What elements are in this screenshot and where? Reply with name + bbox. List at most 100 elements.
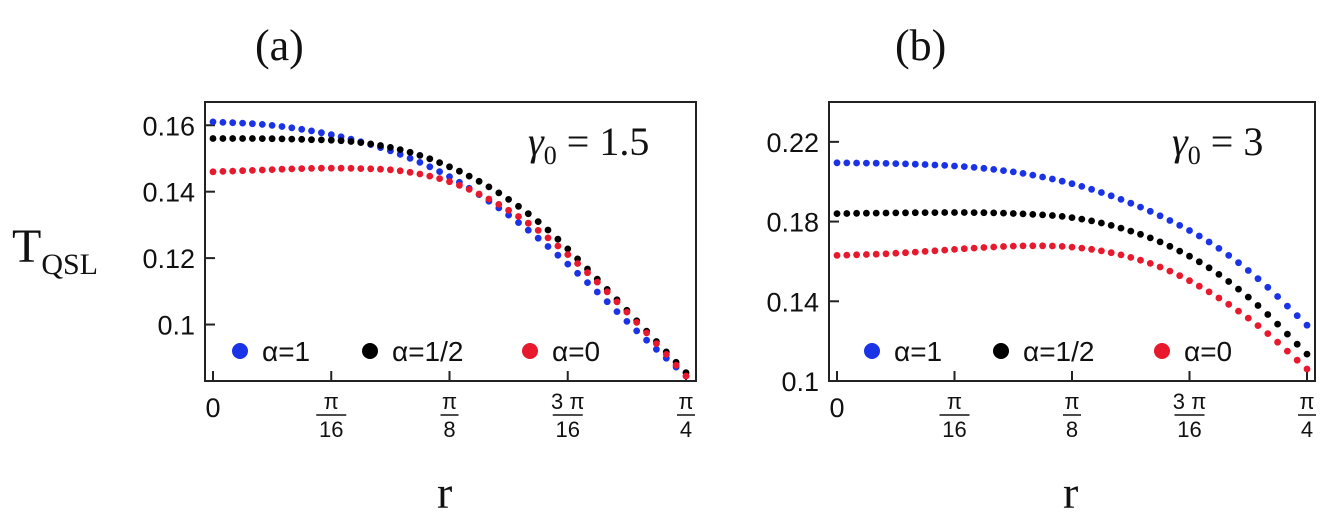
panel-a-point-series-2 xyxy=(219,168,227,175)
panel-a-point-series-0 xyxy=(426,163,434,171)
panel-b-point-series-2 xyxy=(1098,247,1105,255)
panel-b-point-series-1 xyxy=(1274,320,1281,328)
panel-a-xtick-numerator: 3 π xyxy=(551,389,585,414)
panel-b-point-series-1 xyxy=(1107,222,1115,229)
panel-b-legend: α=1 α=1/2 α=0 xyxy=(864,336,1232,367)
panel-a-point-series-0 xyxy=(653,345,660,353)
panel-b-point-series-0 xyxy=(863,159,870,167)
panel-b-point-series-0 xyxy=(1254,275,1262,283)
panel-b-xtick-label: π4 xyxy=(1298,389,1316,442)
panel-b-point-series-1 xyxy=(990,209,998,217)
panel-a-point-series-1 xyxy=(505,196,512,203)
panel-b-point-series-0 xyxy=(1019,170,1027,177)
panel-a-point-series-2 xyxy=(209,168,217,176)
panel-b-point-series-1 xyxy=(1146,234,1154,242)
panel-b-legend-marker-1 xyxy=(993,343,1009,359)
panel-a-point-series-0 xyxy=(564,260,572,268)
panel-a-point-series-2 xyxy=(495,201,503,208)
panel-b-point-series-0 xyxy=(843,159,851,167)
panel-a-point-series-0 xyxy=(239,119,247,127)
panel-a-point-series-2 xyxy=(357,165,365,173)
panel-a-point-series-2 xyxy=(633,319,641,326)
panel-b-point-series-0 xyxy=(1146,207,1154,215)
panel-b-point-series-2 xyxy=(960,245,968,253)
panel-a-xtick-label: π8 xyxy=(440,389,459,442)
panel-a-point-series-0 xyxy=(318,129,325,137)
panel-a-point-series-0 xyxy=(584,279,591,286)
panel-b-point-series-1 xyxy=(1225,278,1233,285)
panel-a-point-series-2 xyxy=(465,186,473,193)
panel-a-point-series-0 xyxy=(633,327,641,335)
panel-b-point-series-0 xyxy=(1127,199,1135,207)
panel-b-point-series-1 xyxy=(1215,271,1223,278)
panel-a-point-series-1 xyxy=(229,135,237,142)
panel-a-point-series-0 xyxy=(396,151,404,158)
panel-a-annotation-sub: 0 xyxy=(544,141,557,170)
panel-b-xtick-denominator: 16 xyxy=(942,417,966,442)
panel-a-point-series-0 xyxy=(544,243,552,250)
panel-b-point-series-0 xyxy=(872,159,880,167)
panel-a-point-series-2 xyxy=(643,329,650,337)
panel-a-point-series-2 xyxy=(623,308,631,316)
panel-b-point-series-0 xyxy=(1284,302,1291,310)
panel-a-point-series-2 xyxy=(327,164,335,172)
panel-a-point-series-0 xyxy=(416,159,424,166)
panel-b-label: (b) xyxy=(895,21,946,70)
panel-a-point-series-0 xyxy=(268,122,276,129)
panel-b-point-series-2 xyxy=(872,250,880,258)
panel-b-point-series-0 xyxy=(941,162,949,169)
panel-a-point-series-2 xyxy=(682,372,690,380)
panel-a-point-series-0 xyxy=(229,119,237,127)
panel-a-point-series-2 xyxy=(258,166,266,174)
panel-b-point-series-1 xyxy=(1284,330,1291,338)
panel-b-point-series-2 xyxy=(863,251,870,258)
panel-b-xtick-denominator: 8 xyxy=(1066,417,1078,442)
panel-a-point-series-0 xyxy=(249,120,256,128)
panel-a-point-series-2 xyxy=(268,166,276,174)
panel-b-point-series-0 xyxy=(1107,192,1115,200)
panel-a-legend-label-1: α=1/2 xyxy=(392,336,463,367)
panel-a-point-series-2 xyxy=(613,298,621,306)
panel-b-point-series-0 xyxy=(882,160,890,167)
panel-a-point-series-2 xyxy=(387,166,394,174)
panel-a-ytick-label: 0.12 xyxy=(142,244,195,274)
panel-a-point-series-2 xyxy=(249,167,256,174)
panel-a-point-series-1 xyxy=(258,135,266,143)
panel-b-point-series-0 xyxy=(960,163,968,171)
panel-b-point-series-0 xyxy=(1049,175,1056,183)
panel-b-xtick-numerator: π xyxy=(1064,389,1079,414)
panel-a-xtick-denominator: 16 xyxy=(319,417,343,442)
panel-b-legend-label-1: α=1/2 xyxy=(1023,336,1094,367)
y-axis-label-main: T xyxy=(12,220,41,273)
panel-a-point-series-2 xyxy=(603,288,611,296)
panel-a-point-series-0 xyxy=(534,234,542,242)
y-axis-label: TQSL xyxy=(12,220,98,281)
panel-b-ytick-label: 0.14 xyxy=(766,287,819,317)
panel-b-point-series-0 xyxy=(1244,267,1252,274)
panel-b-point-series-0 xyxy=(1156,212,1164,220)
panel-a-point-series-0 xyxy=(505,211,512,219)
panel-b-point-series-1 xyxy=(863,209,870,217)
panel-b-point-series-0 xyxy=(1098,189,1105,196)
panel-b-point-series-0 xyxy=(1058,177,1066,185)
panel-b-points xyxy=(833,159,1311,373)
panel-a-point-series-2 xyxy=(544,234,552,242)
panel-a-point-series-0 xyxy=(308,127,315,135)
panel-b-point-series-2 xyxy=(892,249,900,257)
panel-a-point-series-1 xyxy=(318,136,325,144)
panel-a-point-series-2 xyxy=(524,219,532,227)
panel-b-xtick-numerator: π xyxy=(947,389,962,414)
panel-b-point-series-2 xyxy=(941,246,949,254)
panel-a-point-series-1 xyxy=(436,159,443,167)
panel-b-point-series-1 xyxy=(911,209,919,217)
panel-a-label: (a) xyxy=(255,21,304,70)
panel-b-point-series-1 xyxy=(1117,224,1125,232)
panel-b-point-series-0 xyxy=(1225,252,1233,259)
panel-b-point-series-0 xyxy=(1117,196,1125,203)
panel-a-point-series-0 xyxy=(643,336,650,344)
panel-b-point-series-1 xyxy=(941,209,949,216)
panel-b-point-series-0 xyxy=(911,160,919,168)
panel-b-point-series-2 xyxy=(1009,242,1017,250)
